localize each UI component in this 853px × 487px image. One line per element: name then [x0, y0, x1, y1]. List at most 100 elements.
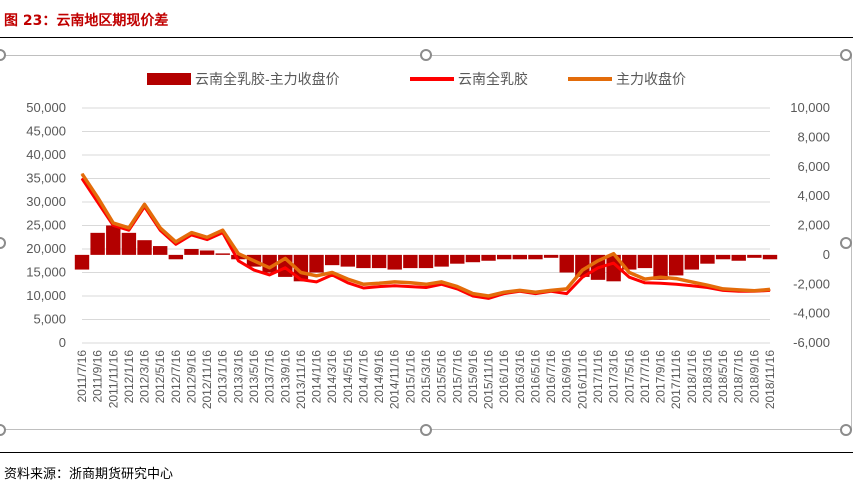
- x-tick-label: 2013/1/16: [216, 350, 230, 404]
- resize-handle-top-right[interactable]: [840, 49, 852, 61]
- resize-handle-top-left[interactable]: [0, 49, 6, 61]
- figure-title: 图 23：云南地区期现价差: [4, 13, 169, 29]
- spread-bar: [387, 254, 402, 270]
- x-tick-label: 2015/1/16: [403, 350, 417, 404]
- futures-close-point: [691, 281, 693, 283]
- spread-bar: [543, 254, 559, 258]
- spread-bar: [74, 254, 90, 270]
- right-tick-label: 6,000: [797, 159, 830, 174]
- left-tick-label: 30,000: [26, 194, 66, 209]
- x-tick-label: 2012/1/16: [122, 350, 136, 404]
- x-tick-label: 2011/11/16: [106, 350, 120, 409]
- spot-price-point: [613, 262, 615, 264]
- spread-bar: [418, 254, 434, 269]
- x-tick-label: 2014/1/16: [310, 350, 324, 404]
- futures-close-point: [190, 232, 192, 234]
- futures-close-point: [425, 283, 427, 285]
- x-tick-label: 2017/9/16: [654, 350, 668, 404]
- futures-close-point: [253, 260, 255, 262]
- futures-close-point: [660, 276, 662, 278]
- x-tick-label: 2015/11/16: [482, 350, 496, 409]
- spread-bar: [700, 254, 715, 264]
- futures-close-point: [706, 284, 708, 286]
- spot-price-line: [80, 177, 771, 300]
- right-tick-label: -6,000: [793, 335, 830, 350]
- resize-handle-bottom-right[interactable]: [840, 424, 852, 436]
- top-rule: [0, 37, 853, 38]
- left-tick-label: 50,000: [26, 100, 66, 115]
- spot-price-point: [488, 297, 490, 299]
- futures-close-point: [613, 253, 615, 255]
- left-tick-label: 10,000: [26, 288, 66, 303]
- futures-close-point: [534, 291, 536, 293]
- right-tick-label: -2,000: [793, 276, 830, 291]
- right-tick-label: 0: [823, 247, 830, 262]
- legend-label: 主力收盘价: [616, 71, 686, 87]
- spread-bar: [762, 254, 778, 260]
- x-tick-label: 2012/9/16: [184, 350, 198, 404]
- left-tick-label: 15,000: [26, 265, 66, 280]
- spread-bar: [168, 254, 184, 260]
- x-tick-label: 2016/1/16: [497, 350, 511, 404]
- futures-close-point: [675, 278, 677, 280]
- futures-close-point: [722, 288, 724, 290]
- spot-price-point: [300, 279, 302, 281]
- resize-handle-middle-left[interactable]: [0, 237, 6, 249]
- futures-close-point: [128, 227, 130, 229]
- source-note: 资料来源：浙商期货研究中心: [4, 467, 174, 482]
- futures-close-point: [316, 275, 318, 277]
- left-tick-label: 0: [59, 335, 66, 350]
- spread-bar: [528, 254, 543, 260]
- spread-bar: [403, 254, 418, 269]
- resize-handle-bottom-center[interactable]: [420, 424, 432, 436]
- futures-close-point: [347, 278, 349, 280]
- spot-price-point: [128, 229, 130, 231]
- futures-close-point: [112, 222, 114, 224]
- spread-bar: [152, 246, 168, 255]
- futures-close-point: [362, 283, 364, 285]
- right-tick-label: -4,000: [793, 306, 830, 321]
- x-tick-label: 2016/9/16: [560, 350, 574, 404]
- spot-price-point: [347, 282, 349, 284]
- spread-bar: [637, 254, 653, 269]
- left-tick-label: 20,000: [26, 241, 66, 256]
- spread-bar: [559, 254, 574, 273]
- x-tick-label: 2017/3/16: [607, 350, 621, 404]
- futures-close-point: [394, 281, 396, 283]
- futures-close-point: [738, 289, 740, 291]
- right-tick-label: 4,000: [797, 188, 830, 203]
- left-tick-label: 25,000: [26, 218, 66, 233]
- spread-bar: [747, 254, 762, 258]
- x-tick-label: 2014/3/16: [325, 350, 339, 404]
- spot-price-point: [425, 287, 427, 289]
- x-tick-label: 2011/9/16: [91, 350, 105, 403]
- spot-price-point: [269, 274, 271, 276]
- spread-bar: [684, 254, 700, 270]
- x-tick-label: 2013/3/16: [231, 350, 245, 404]
- spot-price-point: [316, 281, 318, 283]
- resize-handle-top-center[interactable]: [420, 49, 432, 61]
- spread-bar: [715, 254, 731, 260]
- futures-close-point: [269, 267, 271, 269]
- left-axis-ticks: 50,000 45,000 40,000 35,000 30,000 25,000 20,0…: [26, 100, 66, 350]
- right-tick-label: 2,000: [797, 218, 830, 233]
- x-tick-label: 2012/3/16: [138, 350, 152, 404]
- x-tick-label: 2016/7/16: [544, 350, 558, 404]
- futures-close-line: [80, 172, 771, 298]
- x-tick-label: 2013/11/16: [294, 350, 308, 409]
- spot-price-point: [581, 276, 583, 278]
- spread-bar: [90, 232, 105, 255]
- spread-bar: [184, 249, 199, 255]
- x-tick-label: 2016/11/16: [575, 350, 589, 409]
- resize-handle-middle-right[interactable]: [840, 237, 852, 249]
- x-tick-label: 2017/7/16: [638, 350, 652, 404]
- futures-close-point: [753, 290, 755, 292]
- futures-close-point: [222, 229, 224, 231]
- resize-handle-bottom-left[interactable]: [0, 424, 6, 436]
- x-tick-label: 2018/1/16: [685, 350, 699, 404]
- spread-bar: [731, 254, 746, 261]
- spread-bar: [434, 254, 449, 267]
- spread-bar: [231, 254, 246, 260]
- spot-price-point: [378, 286, 380, 288]
- spot-price-point: [644, 282, 646, 284]
